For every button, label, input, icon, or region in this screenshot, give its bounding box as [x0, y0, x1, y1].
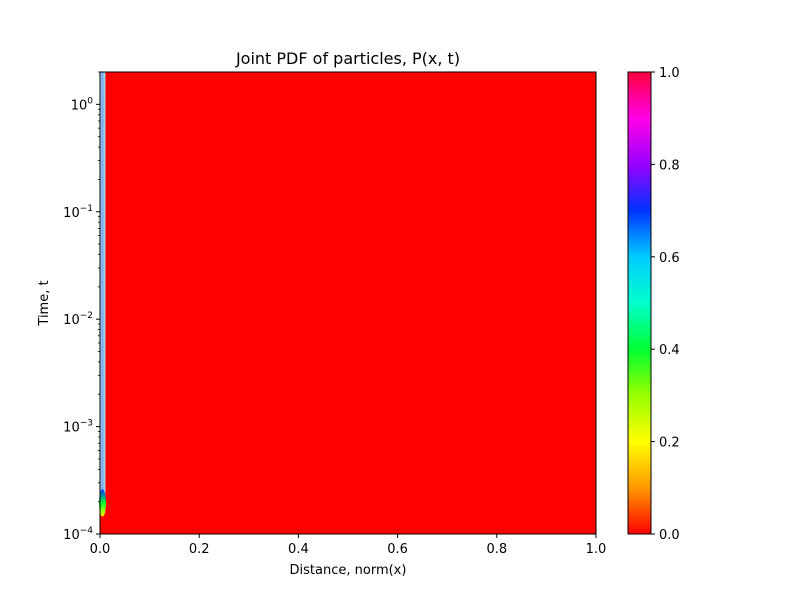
x-tick-label: 0.4 [288, 542, 309, 557]
x-axis-label: Distance, norm(x) [290, 563, 407, 578]
x-axis-ticks: 0.0 0.2 0.4 0.6 0.8 1.0 [90, 534, 607, 557]
y-tick-label: 10−4 [63, 526, 93, 543]
y-axis-ticks: 10−4 10−3 10−2 10−1 100 [63, 71, 100, 543]
y-tick-label: 10−2 [63, 311, 93, 328]
x-tick-label: 0.2 [189, 542, 210, 557]
plot-frame [99, 71, 597, 535]
y-tick-label: 10−1 [63, 204, 93, 221]
x-tick-label: 0.6 [387, 542, 408, 557]
colorbar-tick-label: 0.2 [659, 436, 680, 451]
x-tick-label: 0.0 [90, 542, 111, 557]
heatmap-stripe-core [101, 72, 104, 507]
colorbar-frame [627, 71, 652, 535]
colorbar-ticks: 0.0 0.2 0.4 0.6 0.8 1.0 [651, 66, 680, 543]
colorbar-tick-label: 1.0 [659, 66, 680, 81]
colorbar-tick-label: 0.8 [659, 158, 680, 173]
colorbar: 0.0 0.2 0.4 0.6 0.8 1.0 [627, 66, 680, 543]
y-axis-label: Time, t [37, 280, 52, 326]
heatmap-background [100, 72, 596, 534]
y-tick-label: 10−3 [63, 419, 93, 436]
y-tick-label: 100 [71, 96, 94, 113]
plot-area [98, 71, 597, 535]
x-tick-label: 0.8 [486, 542, 507, 557]
colorbar-tick-label: 0.4 [659, 343, 680, 358]
colorbar-gradient [628, 72, 651, 534]
x-tick-label: 1.0 [586, 542, 607, 557]
colorbar-tick-label: 0.0 [659, 528, 680, 543]
heatmap-onset-spot [98, 489, 106, 517]
colorbar-tick-label: 0.6 [659, 251, 680, 266]
chart-title: Joint PDF of particles, P(x, t) [235, 49, 460, 68]
